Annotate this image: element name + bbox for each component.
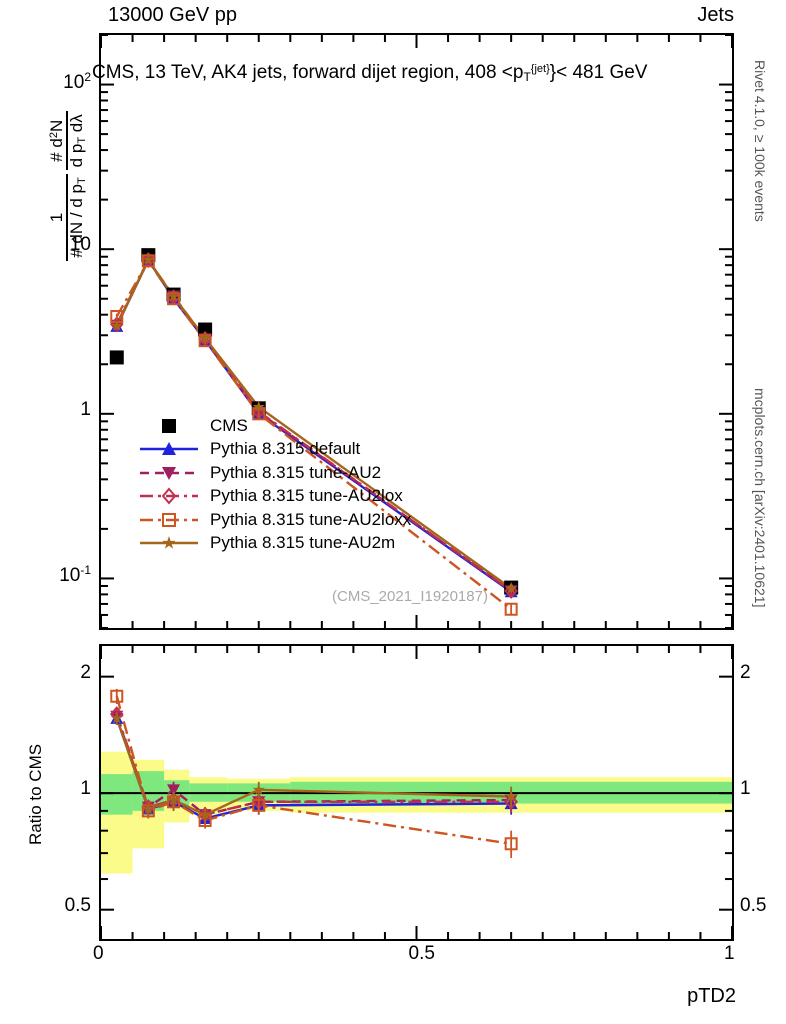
legend-label-au2lox: Pythia 8.315 tune-AU2lox <box>210 486 403 506</box>
legend-marker-au2m <box>140 533 198 553</box>
legend-label-default: Pythia 8.315 default <box>210 439 361 459</box>
mcplots-source-label: mcplots.cern.ch [arXiv:2401.10621] <box>752 388 768 608</box>
y-main-tick-label: 102 <box>63 69 91 93</box>
ratio-plot-frame <box>99 644 734 941</box>
legend-item-au2: Pythia 8.315 tune-AU2 <box>140 461 411 485</box>
ratio-band-inner <box>101 774 133 815</box>
x-axis-label: pTD2 <box>687 985 736 1007</box>
legend: CMS Pythia 8.315 default Pythia 8.315 tune… <box>140 414 411 555</box>
ratio-plot-canvas <box>101 646 732 939</box>
y-ratio-tick-label-left: 2 <box>80 661 91 683</box>
y-ratio-tick-label-left: 1 <box>80 778 91 800</box>
legend-marker-au2loxx <box>140 510 198 530</box>
main-plot-frame <box>99 33 734 630</box>
legend-marker-au2lox <box>140 486 198 506</box>
x-tick-label: 0.5 <box>408 943 435 964</box>
legend-marker-cms <box>140 416 198 436</box>
y-axis-label-denominator2: d pT dλ <box>66 111 90 171</box>
plot-title: CMS, 13 TeV, AK4 jets, forward dijet reg… <box>92 62 647 84</box>
legend-item-cms: CMS <box>140 414 411 438</box>
legend-item-au2loxx: Pythia 8.315 tune-AU2loxx <box>140 508 411 532</box>
plot-title-pre: CMS, 13 TeV, AK4 jets, forward dijet reg… <box>92 62 524 83</box>
legend-label-au2m: Pythia 8.315 tune-AU2m <box>210 533 396 553</box>
x-tick-label: 1 <box>724 943 735 964</box>
rivet-version-label: Rivet 4.1.0, ≥ 100k events <box>752 60 768 222</box>
legend-label-cms: CMS <box>210 415 248 435</box>
header-right-label: Jets <box>697 4 734 26</box>
y-ratio-tick-label-right: 0.5 <box>740 894 767 916</box>
plot-title-sup: {jet} <box>530 63 550 75</box>
legend-marker-au2 <box>140 463 198 483</box>
y-ratio-tick-label-left: 0.5 <box>64 894 91 916</box>
plot-title-sub: T <box>523 70 531 84</box>
y-axis-label: 1 # dN / d pT # d2N d pT dλ <box>0 36 90 336</box>
x-tick-label: 0 <box>93 943 104 964</box>
legend-item-default: Pythia 8.315 default <box>140 438 411 462</box>
legend-marker-default <box>140 439 198 459</box>
ratio-y-axis-label-text: Ratio to CMS <box>26 743 45 845</box>
y-main-tick-label: 10 <box>69 234 91 256</box>
legend-label-au2: Pythia 8.315 tune-AU2 <box>210 462 382 482</box>
plot-title-post: }< 481 GeV <box>549 62 648 83</box>
legend-item-au2lox: Pythia 8.315 tune-AU2lox <box>140 485 411 509</box>
main-plot-canvas <box>101 35 732 628</box>
legend-label-au2loxx: Pythia 8.315 tune-AU2loxx <box>210 509 412 529</box>
y-main-tick-label: 10-1 <box>59 563 91 587</box>
y-axis-label-numerator2: # d2N <box>47 119 66 162</box>
legend-item-au2m: Pythia 8.315 tune-AU2m <box>140 532 411 556</box>
header-left-label: 13000 GeV pp <box>108 4 237 26</box>
y-ratio-tick-label-right: 2 <box>740 661 751 683</box>
y-ratio-tick-label-right: 1 <box>740 778 751 800</box>
y-axis-label-numerator: 1 <box>47 212 66 223</box>
y-main-tick-label: 1 <box>80 398 91 420</box>
analysis-watermark: (CMS_2021_I1920187) <box>332 588 488 605</box>
